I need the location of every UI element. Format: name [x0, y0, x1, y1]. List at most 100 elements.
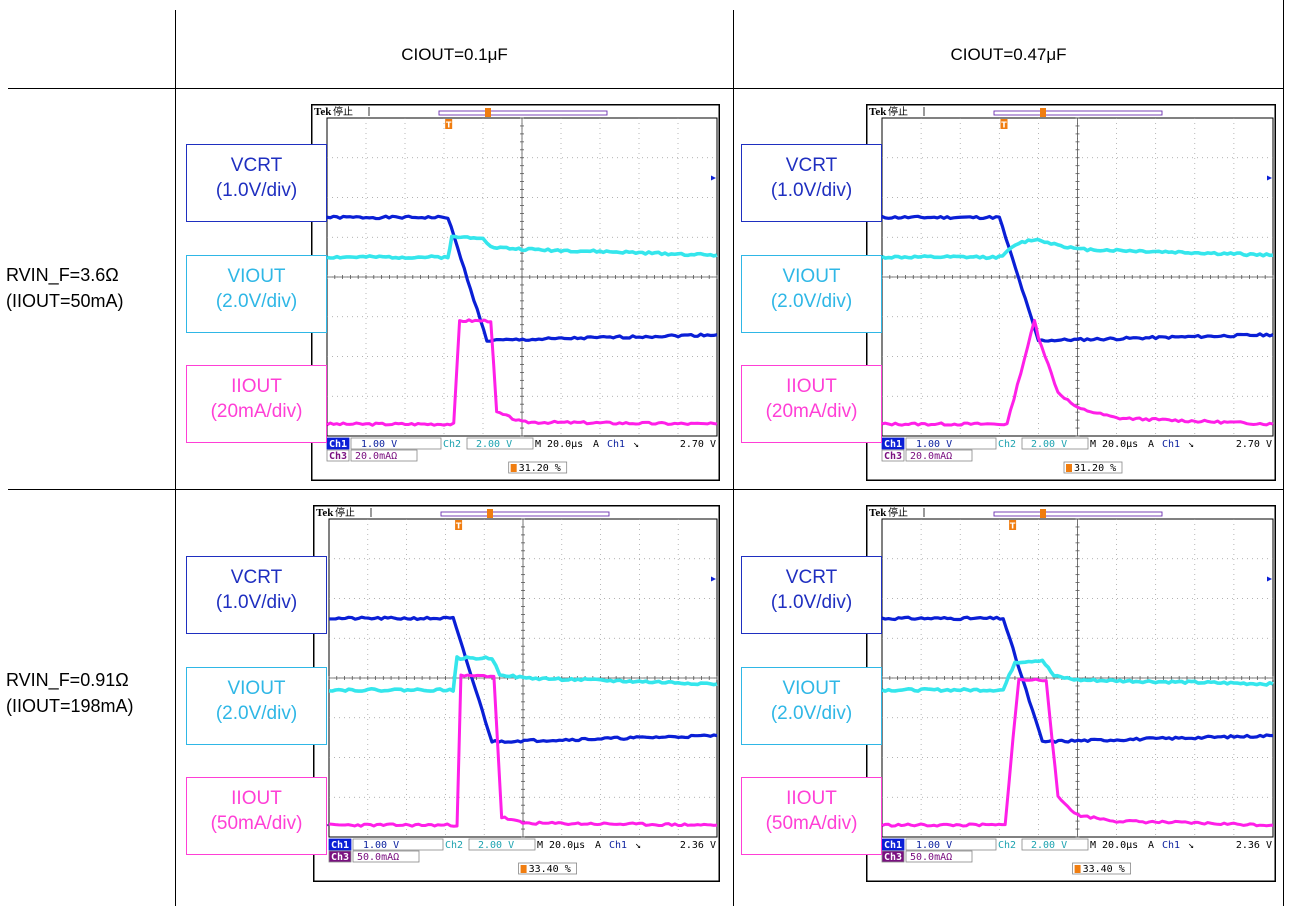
record-trigger-icon	[487, 509, 493, 518]
trigger-position-icon: T	[1009, 520, 1016, 531]
annotation-vcrt-name: VCRT	[187, 153, 326, 178]
ch3-label: Ch3	[884, 451, 902, 462]
scope-brand: Tek	[316, 507, 334, 519]
annotation-viout-scale: (2.0V/div)	[742, 289, 881, 314]
scope-run-state: 停止	[888, 105, 908, 118]
trigger-position: 31.20 %	[1074, 463, 1116, 474]
annotation-vcrt-scale: (1.0V/div)	[742, 590, 881, 615]
scope-run-state: 停止	[333, 105, 353, 118]
annotation-vcrt-scale: (1.0V/div)	[742, 178, 881, 203]
ch3-label: Ch3	[884, 852, 902, 863]
annotation-iiout-scale: (20mA/div)	[742, 399, 881, 424]
table-hline-rows	[8, 489, 1283, 490]
record-trigger-bg	[485, 108, 491, 117]
annotation-iiout-name: IIOUT	[742, 786, 881, 811]
trigger-slope-icon: ↘	[633, 439, 639, 450]
trigger-marker-letter: T	[1010, 522, 1016, 531]
annotation-vcrt: VCRT (1.0V/div)	[741, 556, 882, 634]
table-hline-header	[8, 88, 1283, 89]
table-vline-right	[1283, 0, 1284, 906]
trigger-position: 31.20 %	[519, 463, 561, 474]
annotation-iiout: IIOUT (50mA/div)	[186, 777, 327, 855]
timebase: M 20.0μs	[535, 439, 583, 450]
trigger-slope-icon: ↘	[1188, 840, 1194, 851]
trigger-level: 2.36 V	[680, 840, 716, 851]
ch1-scale: 1.00 V	[916, 439, 952, 450]
trigger-marker-letter: T	[446, 121, 452, 130]
annotation-iiout-scale: (50mA/div)	[187, 811, 326, 836]
record-trigger-icon	[485, 108, 491, 117]
ch2-scale: 2.00 V	[478, 840, 514, 851]
record-trigger-icon	[1040, 108, 1046, 117]
ch1-scale: 1.00 V	[363, 840, 399, 851]
row-label-rvin-36: RVIN_F=3.6Ω (IIOUT=50mA)	[6, 262, 174, 314]
ch2-scale: 2.00 V	[1031, 439, 1067, 450]
ch1-label: Ch1	[331, 840, 349, 851]
ch2-label: Ch2	[998, 439, 1016, 450]
oscilloscope-panel-r1c1: Tek 停止 T Ch1 1.00 V Ch2 2.00 VM 20.0μs A Ch1 ↘ 2.7…	[311, 104, 720, 481]
annotation-vcrt: VCRT (1.0V/div)	[741, 144, 882, 222]
annotation-viout-name: VIOUT	[187, 264, 326, 289]
annotation-vcrt-scale: (1.0V/div)	[187, 590, 326, 615]
annotation-iiout-name: IIOUT	[187, 374, 326, 399]
ch3-label: Ch3	[331, 852, 349, 863]
oscilloscope-screen: Tek 停止TCh1 1.00 V Ch2 2.00 VM 20.0μs A Ch1 ↘ 2.3…	[866, 505, 1276, 882]
ch2-label: Ch2	[445, 840, 463, 851]
ch3-scale: 50.0mAΩ	[910, 852, 952, 863]
column-header-ciout-01: CIOUT=0.1μF	[176, 45, 733, 65]
annotation-viout: VIOUT (2.0V/div)	[741, 667, 882, 745]
oscilloscope-screen: Tek 停止 T Ch1 1.00 V Ch2 2.00 V M 20.0μs A Ch1 ↘ 2.7…	[311, 104, 720, 481]
ch2-label: Ch2	[998, 840, 1016, 851]
trigger-marker-letter: T	[1001, 121, 1007, 130]
annotation-iiout-name: IIOUT	[187, 786, 326, 811]
trigger-position: 33.40 %	[1083, 864, 1125, 875]
trigger-level: 2.70 V	[1236, 439, 1272, 450]
annotation-viout-scale: (2.0V/div)	[187, 701, 326, 726]
annotation-vcrt-scale: (1.0V/div)	[187, 178, 326, 203]
table-vline-mid	[733, 10, 734, 906]
ch3-scale: 50.0mAΩ	[357, 852, 399, 863]
annotation-viout: VIOUT (2.0V/div)	[741, 255, 882, 333]
record-trigger-bg	[487, 509, 493, 518]
annotation-vcrt-name: VCRT	[187, 565, 326, 590]
record-trigger-icon	[1040, 509, 1046, 518]
scope-brand: Tek	[314, 106, 332, 118]
row-label-rvin-091: RVIN_F=0.91Ω (IIOUT=198mA)	[6, 667, 174, 719]
ch1-label: Ch1	[329, 439, 347, 450]
row-label-line1: RVIN_F=0.91Ω	[6, 667, 174, 693]
scope-brand: Tek	[869, 507, 887, 519]
row-label-line2: (IIOUT=50mA)	[6, 288, 174, 314]
trigger-position-icon: T	[1000, 119, 1007, 130]
trigger-channel: Ch1	[1162, 840, 1180, 851]
trigger-position-mini-icon	[1066, 464, 1072, 472]
ch3-scale: 20.0mAΩ	[355, 451, 397, 462]
annotation-iiout: IIOUT (20mA/div)	[186, 365, 327, 443]
annotation-vcrt-name: VCRT	[742, 565, 881, 590]
trigger-position: 33.40 %	[529, 864, 571, 875]
ch3-scale: 20.0mAΩ	[910, 451, 952, 462]
ch3-label: Ch3	[329, 451, 347, 462]
timebase: M 20.0μs	[1090, 439, 1138, 450]
oscilloscope-panel-r2c1: Tek 停止 T Ch1 1.00 V Ch2 2.00 VM 20.0μs A Ch1 ↘ 2.3…	[313, 505, 720, 882]
trigger-mode: A	[595, 840, 601, 851]
annotation-viout-name: VIOUT	[187, 676, 326, 701]
annotation-viout: VIOUT (2.0V/div)	[186, 667, 327, 745]
trigger-position-icon: T	[455, 520, 462, 531]
record-trigger-bg	[1040, 509, 1046, 518]
annotation-iiout: IIOUT (50mA/div)	[741, 777, 882, 855]
record-trigger-bg	[1040, 108, 1046, 117]
trigger-level: 2.70 V	[680, 439, 716, 450]
scope-run-state: 停止	[335, 506, 355, 519]
trigger-slope-icon: ↘	[635, 840, 641, 851]
oscilloscope-screen: Tek 停止 T Ch1 1.00 V Ch2 2.00 V M 20.0μs A Ch1 ↘ 2.7…	[866, 104, 1276, 481]
ch1-label: Ch1	[884, 439, 902, 450]
annotation-iiout-scale: (50mA/div)	[742, 811, 881, 836]
annotation-iiout-name: IIOUT	[742, 374, 881, 399]
row-label-line2: (IIOUT=198mA)	[6, 693, 174, 719]
trigger-mode: A	[1148, 840, 1154, 851]
row-label-line1: RVIN_F=3.6Ω	[6, 262, 174, 288]
annotation-viout-scale: (2.0V/div)	[742, 701, 881, 726]
annotation-vcrt: VCRT (1.0V/div)	[186, 144, 327, 222]
oscilloscope-screen: Tek 停止TCh1 1.00 V Ch2 2.00 VM 20.0μs A Ch1 ↘ 2.3…	[313, 505, 720, 882]
timebase: M 20.0μs	[537, 840, 585, 851]
